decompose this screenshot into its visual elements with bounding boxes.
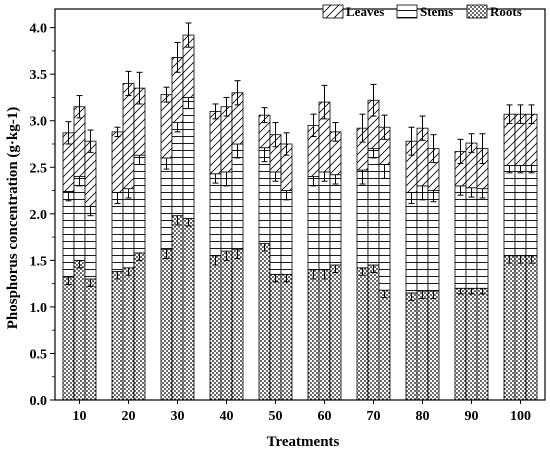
bar-stems-30-2 <box>171 122 184 217</box>
bar-roots-30-1 <box>160 248 173 401</box>
x-tick-label: 20 <box>122 409 136 424</box>
bar-roots-80-1 <box>405 292 418 401</box>
bars-layer <box>62 22 538 401</box>
bar-roots-90-3 <box>476 287 489 401</box>
legend-swatch-leaves <box>322 4 344 19</box>
y-tick-label: 3.0 <box>30 115 48 130</box>
bar-roots-10-1 <box>62 276 75 401</box>
x-tick-label: 100 <box>510 409 531 424</box>
bar-roots-70-3 <box>378 289 391 401</box>
y-tick-label: 4.0 <box>30 22 48 37</box>
y-tick-label: 0.5 <box>30 347 48 362</box>
legend: Leaves Stems Roots <box>322 4 522 19</box>
bar-roots-50-3 <box>280 273 293 401</box>
bar-roots-90-2 <box>465 287 478 401</box>
bar-stems-70-3 <box>378 164 391 291</box>
bar-stems-60-1 <box>307 176 320 271</box>
bar-roots-50-2 <box>269 273 282 401</box>
legend-swatch-stems <box>396 4 418 19</box>
y-tick-label: 1.0 <box>30 301 48 316</box>
bar-roots-10-2 <box>73 259 86 401</box>
bar-roots-30-3 <box>182 218 195 401</box>
bar-stems-80-3 <box>427 190 440 292</box>
x-axis-title: Treatments <box>267 434 340 450</box>
x-tick-label: 60 <box>318 409 332 424</box>
bar-stems-60-2 <box>318 171 331 271</box>
y-tick-label: 2.0 <box>30 208 48 223</box>
bar-roots-100-1 <box>503 255 516 401</box>
x-tick-label: 80 <box>416 409 430 424</box>
bar-roots-70-2 <box>367 264 380 401</box>
bar-stems-70-1 <box>356 169 369 269</box>
bar-roots-60-2 <box>318 269 331 401</box>
legend-label-leaves: Leaves <box>346 4 384 19</box>
bar-stems-100-1 <box>503 164 516 257</box>
bar-stems-90-1 <box>454 185 467 289</box>
bar-stems-10-1 <box>62 191 75 278</box>
y-tick-label: 3.5 <box>30 68 48 83</box>
x-tick-label: 30 <box>171 409 185 424</box>
legend-swatch-roots <box>466 4 488 19</box>
bar-leaves-30-1 <box>160 94 173 159</box>
bar-stems-90-3 <box>476 188 489 289</box>
bar-stems-70-2 <box>367 148 380 266</box>
bar-stems-10-2 <box>73 176 86 261</box>
bar-roots-100-2 <box>514 255 527 401</box>
y-tick-label: 2.5 <box>30 161 48 176</box>
x-tick-label: 10 <box>73 409 87 424</box>
y-tick-label: 0.0 <box>30 394 48 409</box>
legend-label-roots: Roots <box>490 4 522 19</box>
bar-roots-80-2 <box>416 290 429 401</box>
bar-roots-40-2 <box>220 250 233 401</box>
bar-stems-30-1 <box>160 157 173 250</box>
bar-roots-80-3 <box>427 290 440 401</box>
y-tick-label: 1.5 <box>30 254 48 269</box>
bar-stems-50-2 <box>269 171 282 275</box>
bar-roots-90-1 <box>454 287 467 401</box>
x-tick-label: 70 <box>367 409 381 424</box>
bar-stems-40-3 <box>231 143 244 250</box>
bar-roots-40-3 <box>231 248 244 401</box>
bar-stems-30-3 <box>182 97 195 219</box>
bar-leaves-20-1 <box>111 131 124 193</box>
bar-roots-40-1 <box>209 255 222 401</box>
bar-roots-70-1 <box>356 267 369 401</box>
bar-roots-30-2 <box>171 215 184 401</box>
bar-leaves-40-1 <box>209 111 222 175</box>
bar-stems-40-1 <box>209 173 222 257</box>
bar-roots-20-3 <box>133 252 146 401</box>
plot-frame <box>54 8 546 401</box>
bar-roots-20-1 <box>111 271 124 401</box>
bar-stems-100-3 <box>525 164 538 257</box>
x-tick-label: 50 <box>269 409 283 424</box>
bar-roots-50-1 <box>258 243 271 401</box>
bar-stems-20-1 <box>111 191 124 272</box>
legend-label-stems: Stems <box>420 4 453 19</box>
bar-stems-50-3 <box>280 190 293 275</box>
bar-stems-60-3 <box>329 174 342 266</box>
bar-stems-100-2 <box>514 164 527 257</box>
bar-stems-80-2 <box>416 185 429 292</box>
bar-stems-10-3 <box>84 205 97 280</box>
y-axis-title: Phosphorus concentration (g·kg-1) <box>5 107 21 330</box>
bar-roots-100-3 <box>525 255 538 401</box>
bar-roots-20-2 <box>122 267 135 401</box>
bar-stems-20-3 <box>133 154 146 254</box>
bar-roots-60-3 <box>329 264 342 401</box>
bar-stems-20-2 <box>122 188 135 269</box>
bar-stems-90-2 <box>465 187 478 289</box>
axes-layer: 10 20 30 40 50 60 70 80 90 100 0.0 0.5 1.0 1.5 2.0 2.5 3… <box>30 8 546 424</box>
x-tick-label: 90 <box>465 409 479 424</box>
x-tick-label: 40 <box>220 409 234 424</box>
bar-stems-80-1 <box>405 191 418 294</box>
bar-roots-60-1 <box>307 269 320 401</box>
bar-leaves-20-2 <box>122 83 135 190</box>
bar-roots-10-3 <box>84 278 97 401</box>
